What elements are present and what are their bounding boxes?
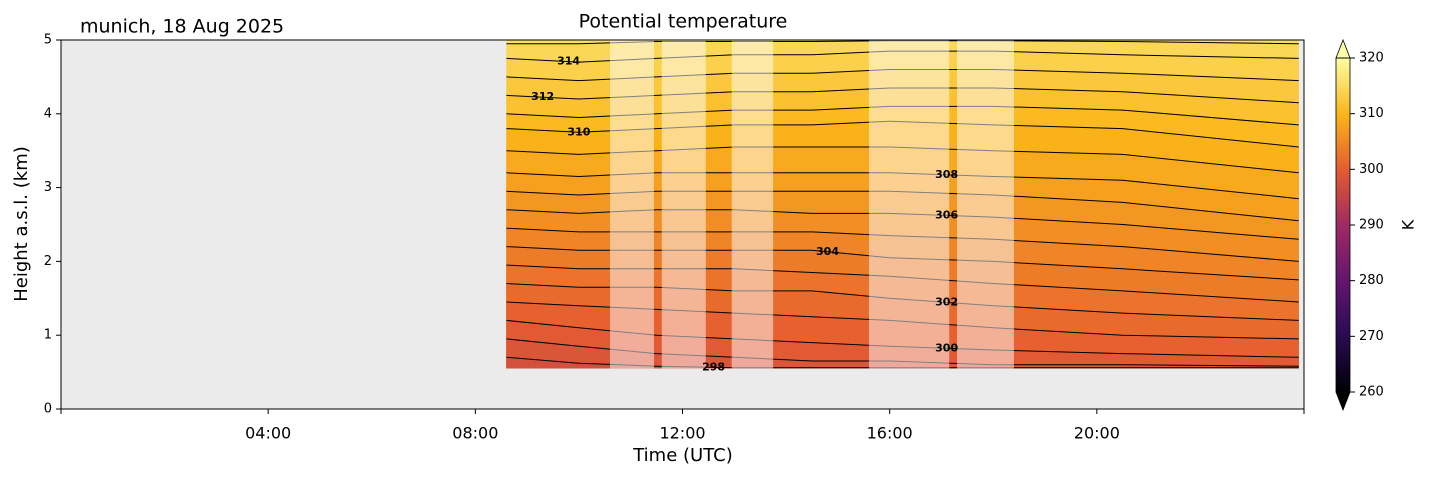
axes: 04:00 08:00 12:00 16:00 20:00 0 1 2 3 4 5 — [44, 33, 1305, 443]
masked-region — [609, 40, 655, 369]
x-axis-label: Time (UTC) — [632, 445, 733, 466]
colorbar-tick-label: 300 — [1359, 162, 1384, 177]
colorbar: 260 270 280 290 300 310 320 K — [1335, 38, 1418, 412]
contour-line — [506, 246, 1299, 281]
contour-line — [506, 301, 1299, 340]
masked-region — [956, 40, 1014, 369]
masked-region — [731, 40, 774, 369]
x-tick-label: 20:00 — [1074, 424, 1120, 443]
y-tick-label: 0 — [44, 402, 52, 417]
contour-line — [506, 319, 1299, 358]
contour-fill — [506, 357, 1299, 369]
contour-line — [506, 172, 1299, 200]
y-tick-label: 2 — [44, 254, 52, 269]
colorbar-gradient — [1336, 58, 1350, 392]
contour-label: 300 — [935, 341, 958, 354]
contour-line — [506, 209, 1299, 240]
colorbar-tick-label: 280 — [1359, 273, 1384, 288]
y-tick-label: 5 — [44, 33, 52, 48]
contour-line — [506, 190, 1299, 222]
colorbar-extend-min — [1335, 391, 1351, 412]
colorbar-tick-label: 270 — [1359, 329, 1384, 344]
contour-line — [506, 338, 1299, 367]
contour-line — [506, 356, 1299, 369]
contour-label: 298 — [702, 360, 725, 373]
x-tick-label: 04:00 — [245, 424, 291, 443]
y-axis-label: Height a.s.l. (km) — [11, 146, 32, 302]
contour-line — [506, 227, 1299, 262]
y-tick-label: 3 — [44, 180, 52, 195]
colorbar-tick-label: 320 — [1359, 51, 1384, 66]
x-tick-label: 08:00 — [452, 424, 498, 443]
colorbar-tick-label: 310 — [1359, 106, 1384, 121]
chart-subtitle: munich, 18 Aug 2025 — [80, 16, 284, 38]
contour-line — [506, 120, 1299, 148]
colorbar-tick-label: 290 — [1359, 218, 1384, 233]
contour-label: 310 — [567, 125, 590, 138]
y-tick-label: 1 — [44, 328, 52, 343]
plot-area: 298 300 302 304 306 308 310 312 314 — [61, 40, 1304, 409]
masked-region — [868, 40, 950, 369]
contour-label: 314 — [557, 55, 580, 68]
contour-line — [506, 50, 1299, 63]
contour-line — [506, 283, 1299, 321]
colorbar-extend-max — [1335, 38, 1351, 59]
y-tick-label: 4 — [44, 106, 52, 121]
contour-line — [506, 264, 1299, 303]
x-tick-label: 16:00 — [867, 424, 913, 443]
contour-label: 304 — [816, 245, 839, 258]
contour-label: 308 — [935, 168, 958, 181]
x-tick-label: 12:00 — [659, 424, 705, 443]
contour-line — [506, 69, 1299, 82]
contour-line — [506, 40, 1299, 45]
colorbar-label: K — [1399, 219, 1418, 230]
contour-line — [506, 87, 1299, 104]
contour-label: 306 — [935, 208, 958, 221]
contour-label: 302 — [935, 295, 958, 308]
contour-line — [506, 105, 1299, 126]
contour-label: 312 — [531, 90, 554, 103]
contour-line — [506, 146, 1299, 174]
colorbar-tick-label: 260 — [1359, 385, 1384, 400]
chart-title: Potential temperature — [579, 11, 788, 33]
masked-region — [661, 40, 706, 369]
